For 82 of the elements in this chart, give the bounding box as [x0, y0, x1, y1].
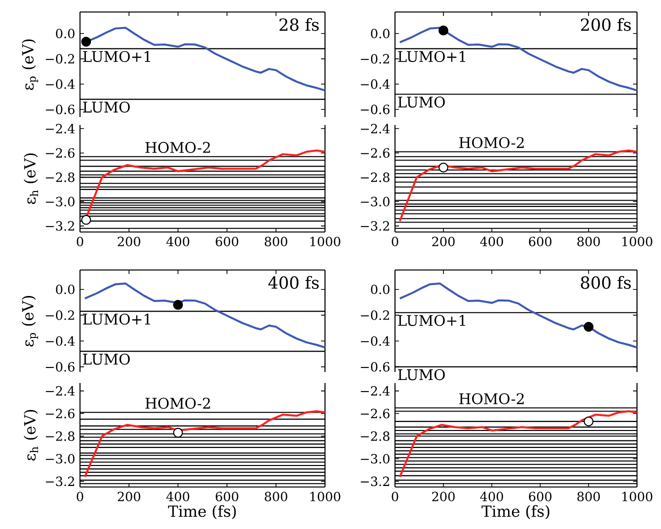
- annotation: 800 fs: [580, 276, 631, 289]
- x-tick-label: 800: [577, 236, 600, 246]
- y-axis-title: ε$_{p}$ (eV): [22, 296, 38, 346]
- y-tick-label: −0.4: [46, 336, 75, 346]
- x-tick-label: 0: [76, 492, 84, 502]
- y-tick-label: −0.2: [360, 310, 390, 320]
- y-tick-label: −2.4: [360, 386, 390, 396]
- x-tick-label: 600: [528, 492, 552, 502]
- ref-line-label: LUMO+1: [398, 314, 466, 326]
- x-tick-label: 0: [76, 236, 84, 246]
- y-axis-title: ε$_{p}$ (eV): [22, 39, 38, 90]
- ref-line-label: LUMO+1: [398, 50, 466, 62]
- y-tick-label: −3.0: [46, 196, 74, 206]
- y-tick-label: −3.2: [46, 476, 74, 486]
- y-tick-label: −3.2: [46, 221, 74, 231]
- x-tick-label: 400: [480, 236, 504, 246]
- x-tick-label: 800: [577, 492, 600, 502]
- y-tick-label: −0.2: [46, 54, 74, 64]
- ref-line-label: HOMO-2: [459, 137, 524, 148]
- y-tick-label: −2.4: [46, 124, 75, 134]
- y-tick-label: −0.6: [46, 104, 74, 114]
- ref-line-label: HOMO-2: [459, 393, 524, 404]
- y-tick-label: −2.4: [360, 124, 390, 134]
- y-tick-label: 0.0: [56, 284, 74, 294]
- x-tick-label: 0: [392, 236, 398, 246]
- annotation: 400 fs: [268, 276, 319, 289]
- x-axis-title: Time (fs): [482, 505, 550, 520]
- y-tick-label: −0.4: [360, 336, 390, 346]
- annotation: 200 fs: [580, 18, 631, 31]
- x-tick-label: 800: [264, 236, 288, 246]
- ref-line-label: LUMO+1: [83, 50, 150, 62]
- y-tick-label: −2.8: [360, 431, 390, 441]
- y-tick-label: −0.4: [360, 79, 390, 89]
- y-tick-label: −3.0: [360, 454, 390, 464]
- y-axis-title: ε$_{h}$ (eV): [24, 153, 38, 204]
- y-tick-label: 0.0: [56, 28, 74, 38]
- ref-line-label: LUMO: [398, 96, 445, 108]
- annotation: 28 fs: [280, 18, 319, 31]
- y-tick-label: −2.6: [46, 148, 74, 158]
- x-tick-label: 1000: [310, 236, 340, 246]
- y-axis-title: ε$_{h}$ (eV): [24, 410, 38, 461]
- x-tick-label: 1000: [622, 236, 652, 246]
- y-tick-label: −0.2: [360, 54, 390, 64]
- y-tick-label: −2.8: [46, 431, 74, 441]
- y-tick-label: 0.0: [370, 284, 390, 294]
- y-tick-label: −0.6: [360, 362, 390, 372]
- y-tick-label: −0.6: [360, 104, 390, 114]
- x-axis-title: Time (fs): [168, 505, 236, 520]
- y-tick-label: 0.0: [370, 28, 390, 38]
- x-tick-label: 800: [264, 492, 288, 502]
- ref-line-label: HOMO-2: [145, 142, 210, 154]
- x-tick-label: 400: [166, 236, 190, 246]
- x-tick-label: 200: [432, 492, 455, 502]
- y-tick-label: −2.6: [360, 148, 390, 158]
- y-tick-label: −0.4: [46, 79, 75, 89]
- x-tick-label: 600: [216, 236, 238, 246]
- x-tick-label: 1000: [310, 492, 340, 502]
- x-tick-label: 600: [216, 492, 238, 502]
- y-tick-label: −3.0: [46, 454, 74, 464]
- y-tick-label: −3.2: [360, 221, 390, 231]
- ref-line-label: LUMO+1: [83, 314, 150, 325]
- x-tick-label: 200: [432, 236, 455, 246]
- x-tick-label: 600: [528, 236, 552, 246]
- y-tick-label: −2.6: [46, 408, 74, 418]
- y-tick-label: −2.4: [46, 386, 75, 396]
- x-tick-label: 400: [166, 492, 190, 502]
- ref-line-label: HOMO-2: [145, 398, 210, 409]
- y-tick-label: −3.0: [360, 196, 390, 206]
- y-tick-label: −3.2: [360, 476, 390, 486]
- y-tick-label: −2.8: [360, 172, 390, 182]
- y-tick-label: −2.6: [360, 408, 390, 418]
- y-tick-label: −0.6: [46, 362, 74, 372]
- ref-line-label: LUMO: [83, 102, 130, 113]
- y-tick-label: −2.8: [46, 172, 74, 182]
- x-tick-label: 400: [480, 492, 504, 502]
- x-tick-label: 200: [118, 236, 140, 246]
- x-tick-label: 0: [392, 492, 398, 502]
- y-tick-label: −0.2: [46, 310, 74, 320]
- x-tick-label: 200: [118, 492, 140, 502]
- x-tick-label: 1000: [622, 492, 652, 502]
- ref-line-label: LUMO: [83, 354, 130, 365]
- ref-line-label: LUMO: [398, 369, 445, 380]
